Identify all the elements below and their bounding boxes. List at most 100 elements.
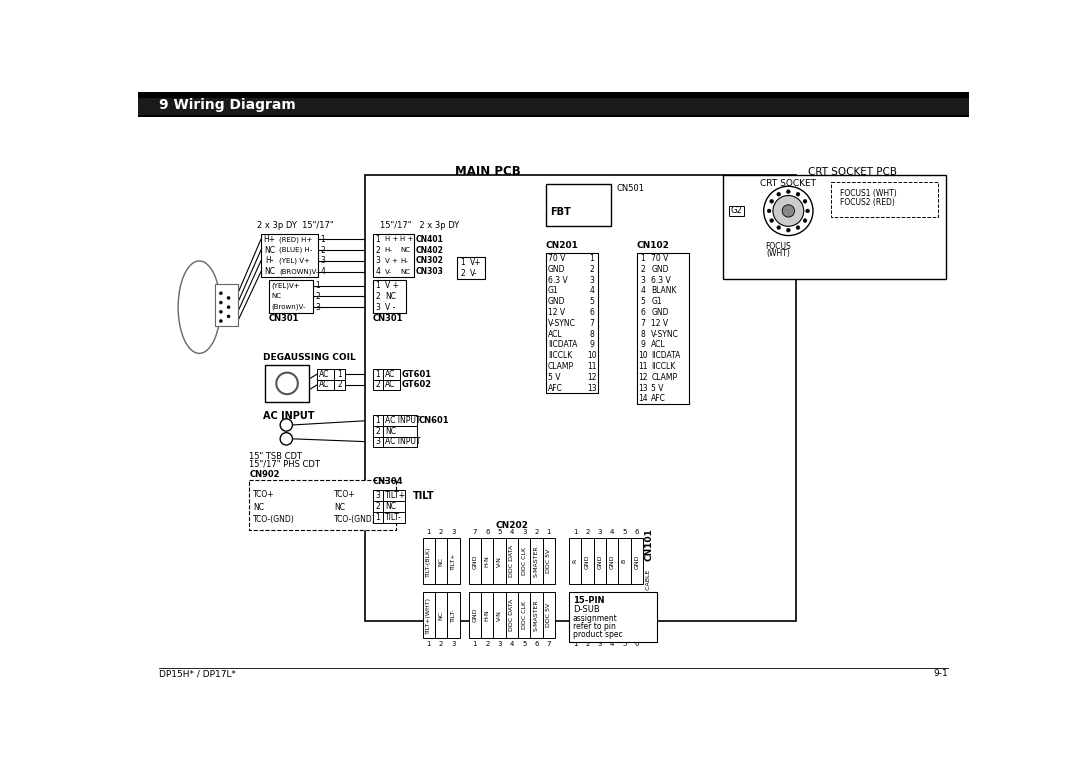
- Text: GND: GND: [585, 554, 590, 568]
- Bar: [723, 175, 946, 278]
- Text: TILT-(BLK): TILT-(BLK): [427, 546, 431, 577]
- Bar: [373, 280, 406, 313]
- Bar: [494, 592, 505, 639]
- Circle shape: [280, 433, 293, 445]
- Bar: [373, 369, 383, 379]
- Text: CN102: CN102: [636, 241, 670, 250]
- Bar: [481, 592, 494, 639]
- Text: NC: NC: [401, 247, 410, 253]
- Text: H +: H +: [384, 237, 399, 243]
- Text: GND: GND: [472, 554, 477, 568]
- Bar: [373, 415, 383, 426]
- Text: 5 V: 5 V: [549, 373, 561, 382]
- Text: AFC: AFC: [549, 384, 563, 392]
- Circle shape: [786, 228, 791, 232]
- Text: GT601: GT601: [402, 369, 432, 378]
- Circle shape: [770, 219, 773, 223]
- Text: NC: NC: [438, 610, 444, 620]
- Text: G: G: [597, 613, 603, 617]
- Text: H-: H-: [401, 258, 408, 264]
- Text: DDC 5V: DDC 5V: [546, 603, 552, 627]
- Bar: [265, 365, 309, 402]
- Text: IICDATA: IICDATA: [651, 351, 680, 360]
- Text: CN501: CN501: [617, 184, 645, 193]
- Text: 6: 6: [590, 308, 594, 317]
- Circle shape: [806, 209, 810, 213]
- Bar: [334, 379, 345, 391]
- Text: G1: G1: [549, 286, 558, 295]
- Circle shape: [219, 301, 222, 304]
- Text: TCO-(GND): TCO-(GND): [334, 515, 376, 524]
- Text: NC: NC: [384, 292, 396, 301]
- Bar: [373, 436, 383, 447]
- Text: AC INPUT: AC INPUT: [384, 437, 420, 446]
- Bar: [373, 491, 383, 501]
- Text: MAIN PCB: MAIN PCB: [455, 165, 521, 178]
- Text: H-: H-: [265, 256, 273, 266]
- Bar: [373, 234, 414, 277]
- Text: 1: 1: [320, 235, 325, 244]
- Bar: [581, 538, 594, 584]
- Text: 3: 3: [451, 642, 456, 647]
- Text: GT602: GT602: [402, 381, 432, 389]
- Text: 9: 9: [640, 340, 645, 349]
- Circle shape: [786, 190, 791, 194]
- Bar: [383, 512, 405, 523]
- Text: 4: 4: [510, 529, 514, 535]
- Text: 1: 1: [473, 642, 477, 647]
- Text: V +: V +: [384, 258, 397, 264]
- Bar: [457, 257, 485, 278]
- Bar: [383, 426, 417, 436]
- Text: BLANK: BLANK: [651, 286, 677, 295]
- Text: (Brown)V-: (Brown)V-: [271, 304, 306, 311]
- Text: FOCUS: FOCUS: [766, 243, 792, 252]
- Text: 2: 2: [460, 269, 465, 278]
- Bar: [138, 114, 970, 117]
- Text: TCO+: TCO+: [334, 491, 355, 500]
- Text: 7: 7: [640, 319, 645, 328]
- Circle shape: [796, 192, 800, 196]
- Text: 4: 4: [320, 267, 325, 276]
- Text: V+: V+: [470, 258, 482, 267]
- Text: S-MASTER: S-MASTER: [534, 546, 539, 577]
- Text: CRT SOCKET PCB: CRT SOCKET PCB: [808, 167, 896, 177]
- Text: 12 V: 12 V: [549, 308, 565, 317]
- Text: 1: 1: [376, 416, 380, 425]
- Text: CN401: CN401: [416, 235, 444, 244]
- Text: 15"/17"   2 x 3p DY: 15"/17" 2 x 3p DY: [380, 221, 459, 230]
- Text: CN201: CN201: [545, 241, 579, 250]
- Bar: [543, 538, 555, 584]
- Bar: [606, 538, 618, 584]
- Text: (BLUE) H-: (BLUE) H-: [280, 247, 312, 253]
- Text: 5 V: 5 V: [651, 384, 664, 392]
- Bar: [631, 538, 643, 584]
- Text: 6.3 V: 6.3 V: [651, 275, 671, 285]
- Text: 9 Wiring Diagram: 9 Wiring Diagram: [159, 98, 296, 112]
- Circle shape: [796, 226, 800, 230]
- Text: DP15H* / DP17L*: DP15H* / DP17L*: [159, 669, 237, 678]
- Text: NC: NC: [264, 246, 275, 255]
- Ellipse shape: [178, 261, 220, 353]
- Text: 2: 2: [535, 529, 539, 535]
- Text: (BROWN)V-: (BROWN)V-: [280, 269, 319, 275]
- Text: V-SYNC: V-SYNC: [651, 330, 679, 339]
- Text: AC INPUT: AC INPUT: [384, 416, 420, 425]
- Circle shape: [782, 204, 795, 217]
- Text: TCO-(GND): TCO-(GND): [253, 515, 295, 524]
- Text: 3: 3: [451, 529, 456, 535]
- Text: DEGAUSSING COIL: DEGAUSSING COIL: [264, 353, 356, 362]
- Text: 2 x 3p DY  15"/17": 2 x 3p DY 15"/17": [257, 221, 334, 230]
- Text: IICDATA: IICDATA: [549, 340, 578, 349]
- Circle shape: [219, 291, 222, 295]
- Bar: [373, 501, 383, 512]
- Text: 2: 2: [590, 265, 594, 274]
- Bar: [447, 592, 460, 639]
- Text: 2: 2: [376, 292, 380, 301]
- Text: DDC DATA: DDC DATA: [510, 599, 514, 631]
- Bar: [569, 592, 658, 642]
- Text: 3: 3: [597, 529, 602, 535]
- Bar: [373, 379, 383, 391]
- Text: (WHT): (WHT): [767, 249, 791, 258]
- Bar: [631, 592, 643, 639]
- Text: 5: 5: [498, 529, 502, 535]
